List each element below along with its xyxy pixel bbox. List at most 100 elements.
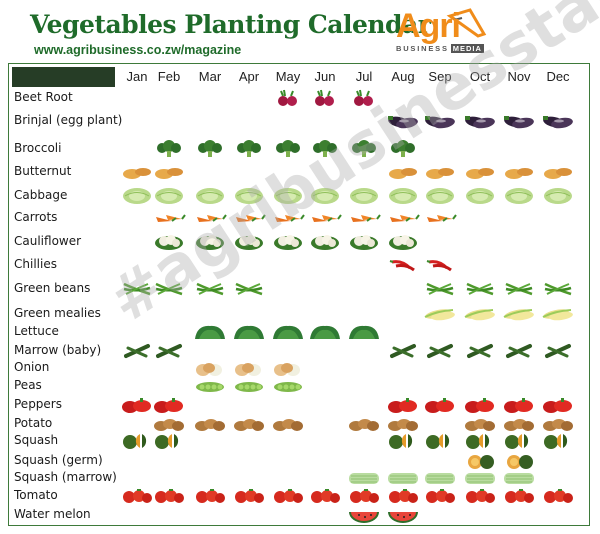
carrot-icon	[193, 209, 227, 227]
month-feb: Feb	[157, 69, 181, 84]
tomato-icon	[193, 487, 227, 505]
row-label: Water melon	[14, 507, 91, 521]
lettuce-icon	[232, 323, 266, 341]
potato-icon	[386, 415, 420, 433]
potato-icon	[193, 415, 227, 433]
butternut-icon	[463, 163, 497, 181]
broccoli-icon	[386, 140, 420, 158]
cabbage-icon	[423, 187, 457, 205]
carrot-icon	[423, 209, 457, 227]
cabbage-icon	[386, 187, 420, 205]
month-may: May	[275, 69, 301, 84]
beetroot-icon	[271, 89, 305, 107]
cauliflower-icon	[347, 233, 381, 251]
month-dec: Dec	[546, 69, 570, 84]
cabbage-icon	[347, 187, 381, 205]
agribusiness-logo: Agri BUSINESS MEDIA	[392, 6, 488, 58]
squash-germ-icon	[502, 452, 536, 470]
row-label: Beet Root	[14, 90, 73, 104]
month-apr: Apr	[238, 69, 260, 84]
carrot-icon	[152, 209, 186, 227]
onion-icon	[193, 359, 227, 377]
pepper-icon	[502, 396, 536, 414]
carrot-icon	[308, 209, 342, 227]
tomato-icon	[271, 487, 305, 505]
row-label: Potato	[14, 416, 53, 430]
butternut-icon	[120, 163, 154, 181]
month-nov: Nov	[507, 69, 531, 84]
row-label: Onion	[14, 360, 50, 374]
pepper-icon	[152, 396, 186, 414]
cauliflower-icon	[152, 233, 186, 251]
marrow-baby-icon	[463, 342, 497, 360]
peas-icon	[232, 377, 266, 395]
logo-agri-text: Agri	[396, 7, 461, 45]
potato-icon	[271, 415, 305, 433]
beetroot-icon	[347, 89, 381, 107]
green-beans-icon	[193, 280, 227, 298]
cauliflower-icon	[308, 233, 342, 251]
marrow-baby-icon	[120, 342, 154, 360]
broccoli-icon	[308, 140, 342, 158]
eggplant-icon	[423, 112, 457, 130]
chilli-icon	[423, 256, 457, 274]
row-label: Green mealies	[14, 306, 101, 320]
peas-icon	[193, 377, 227, 395]
green-beans-icon	[502, 280, 536, 298]
header-block	[12, 67, 115, 87]
cabbage-icon	[152, 187, 186, 205]
row-label: Cauliflower	[14, 234, 82, 248]
carrot-icon	[386, 209, 420, 227]
mealie-icon	[541, 305, 575, 323]
cabbage-icon	[463, 187, 497, 205]
potato-icon	[347, 415, 381, 433]
month-jun: Jun	[314, 69, 336, 84]
row-label: Brinjal (egg plant)	[14, 113, 123, 127]
broccoli-icon	[232, 140, 266, 158]
page-title: Vegetables Planting Calendar	[30, 10, 431, 39]
magazine-url[interactable]: www.agribusiness.co.zw/magazine	[34, 43, 242, 57]
broccoli-icon	[271, 140, 305, 158]
carrot-icon	[232, 209, 266, 227]
squash-icon	[423, 432, 457, 450]
green-beans-icon	[463, 280, 497, 298]
row-label: Peas	[14, 378, 42, 392]
row-label: Squash (germ)	[14, 453, 103, 467]
tomato-icon	[152, 487, 186, 505]
squash-icon	[463, 432, 497, 450]
beetroot-icon	[308, 89, 342, 107]
tomato-icon	[502, 487, 536, 505]
cabbage-icon	[232, 187, 266, 205]
tomato-icon	[541, 487, 575, 505]
cauliflower-icon	[386, 233, 420, 251]
squash-marrow-icon	[502, 469, 536, 487]
butternut-icon	[386, 163, 420, 181]
potato-icon	[502, 415, 536, 433]
squash-icon	[152, 432, 186, 450]
month-header: Jan Feb Mar Apr May Jun Jul Aug Sep Oct Nov Dec	[0, 67, 600, 87]
lettuce-icon	[193, 323, 227, 341]
squash-marrow-icon	[463, 469, 497, 487]
green-beans-icon	[423, 280, 457, 298]
logo-graphic	[446, 8, 487, 38]
tomato-icon	[386, 487, 420, 505]
month-mar: Mar	[198, 69, 222, 84]
pepper-icon	[541, 396, 575, 414]
squash-germ-icon	[463, 452, 497, 470]
butternut-icon	[423, 163, 457, 181]
green-beans-icon	[541, 280, 575, 298]
month-jan: Jan	[126, 69, 148, 84]
mealie-icon	[463, 305, 497, 323]
cabbage-icon	[308, 187, 342, 205]
eggplant-icon	[541, 112, 575, 130]
lettuce-icon	[347, 323, 381, 341]
squash-icon	[386, 432, 420, 450]
peas-icon	[271, 377, 305, 395]
row-label: Chillies	[14, 257, 57, 271]
pepper-icon	[120, 396, 154, 414]
potato-icon	[232, 415, 266, 433]
row-label: Squash	[14, 433, 59, 447]
calendar-frame	[8, 63, 590, 526]
month-sep: Sep	[428, 69, 452, 84]
tomato-icon	[463, 487, 497, 505]
